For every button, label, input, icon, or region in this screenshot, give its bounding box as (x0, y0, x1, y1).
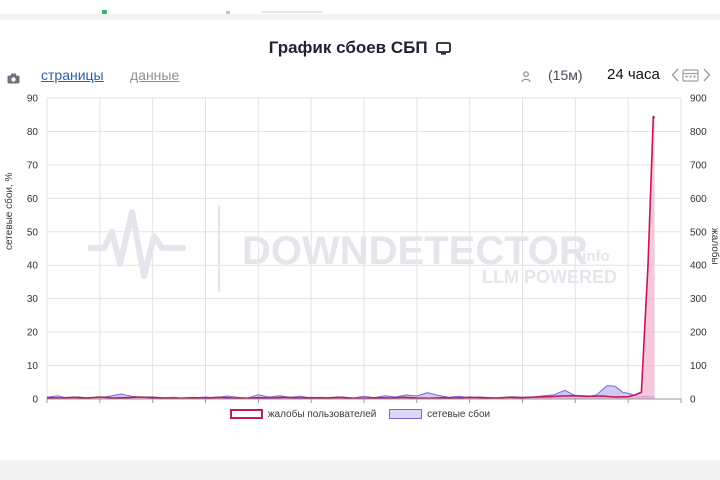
y-axis-label-left: сетевые сбои, % (4, 172, 15, 250)
date-navigation (671, 68, 720, 87)
y-tick-label-right: 100 (690, 361, 707, 372)
y-tick-label-left: 50 (27, 227, 39, 238)
chart-legend: жалобы пользователей сетевые сбои (0, 409, 720, 420)
y-tick-label-left: 30 (27, 294, 39, 305)
page-title: График сбоев СБП (0, 38, 720, 60)
chevron-left-icon[interactable] (671, 68, 679, 82)
chart-card: График сбоев СБП страницы данные (15м) 2… (0, 20, 720, 460)
y-tick-label-left: 0 (32, 395, 38, 406)
y-tick-label-right: 600 (690, 194, 707, 205)
y-tick-label-right: 900 (690, 94, 707, 105)
watermark: DOWNDETECTOR .info LLM POWERED (88, 205, 617, 292)
series-line-complaints (46, 115, 656, 400)
series-line-outages (46, 385, 655, 399)
y-tick-label-left: 20 (27, 328, 39, 339)
y-tick-label-left: 60 (27, 194, 39, 205)
person-icon[interactable] (521, 70, 531, 88)
y-tick-label-right: 400 (690, 261, 707, 272)
legend-item-complaints[interactable]: жалобы пользователей (229, 409, 377, 420)
status-mark (262, 11, 322, 13)
period-selector[interactable]: 24 часа (607, 66, 660, 83)
interval-selector[interactable]: (15м) (548, 67, 583, 83)
y-tick-label-right: 200 (690, 328, 707, 339)
y-tick-label-left: 80 (27, 127, 39, 138)
camera-icon[interactable] (7, 71, 20, 89)
chart-title: График сбоев СБП (268, 38, 428, 57)
legend-item-outages[interactable]: сетевые сбои (389, 409, 490, 420)
y-tick-label-right: 700 (690, 160, 707, 171)
watermark-brand: DOWNDETECTOR (242, 229, 588, 273)
legend-label-outages: сетевые сбои (427, 409, 491, 420)
y-axis-label-right: жалобы (709, 228, 720, 265)
status-mark (102, 10, 107, 14)
chevron-right-icon[interactable] (703, 68, 711, 82)
watermark-tagline: LLM POWERED (482, 267, 617, 287)
tab-pages[interactable]: страницы (41, 67, 104, 83)
calendar-icon[interactable] (682, 69, 699, 82)
tab-data[interactable]: данные (130, 67, 180, 83)
y-tick-label-right: 500 (690, 227, 707, 238)
y-tick-label-right: 800 (690, 127, 707, 138)
y-tick-label-left: 40 (27, 261, 39, 272)
y-tick-label-left: 90 (27, 94, 39, 105)
watermark-logo-icon (88, 209, 186, 279)
legend-swatch-complaints (229, 409, 263, 419)
y-tick-label-right: 0 (690, 395, 696, 406)
y-tick-label-right: 300 (690, 294, 707, 305)
legend-label-complaints: жалобы пользователей (267, 409, 377, 420)
legend-swatch-outages (389, 409, 423, 419)
outage-chart: DOWNDETECTOR .info LLM POWERED 0 0 10 100 20… (27, 94, 707, 406)
status-mark (226, 11, 230, 14)
watermark-suffix: .info (578, 248, 610, 265)
y-tick-label-left: 70 (27, 160, 39, 171)
monitor-icon[interactable] (436, 40, 452, 60)
y-tick-label-left: 10 (27, 361, 39, 372)
browser-strip (0, 0, 720, 14)
